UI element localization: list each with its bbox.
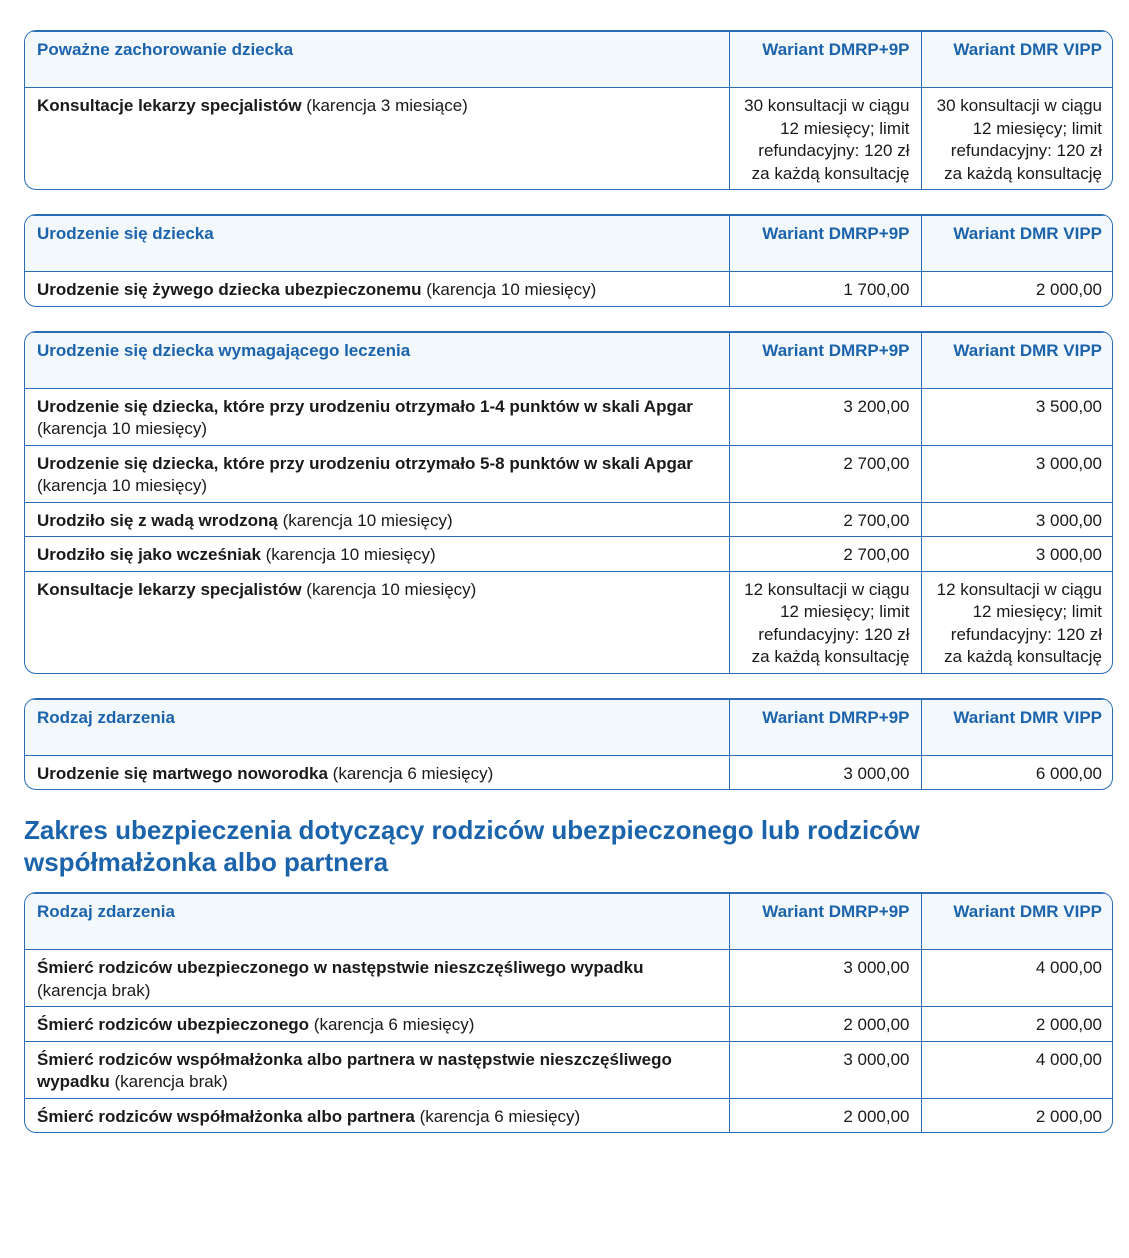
- value-dmrp-9p: 3 000,00: [728, 949, 921, 1007]
- value-dmrp-9p: 2 700,00: [728, 444, 921, 502]
- table-row: Śmierć rodziców ubezpieczonego (karencja…: [25, 1006, 1112, 1041]
- value-dmrp-9p: 2 000,00: [728, 1006, 921, 1041]
- value-dmr-vipp: 3 000,00: [920, 444, 1112, 502]
- value-dmr-vipp: 6 000,00: [920, 754, 1112, 789]
- event-name: Śmierć rodziców współmałżonka albo partn…: [37, 1106, 415, 1126]
- value-dmr-vipp: 4 000,00: [920, 1040, 1112, 1098]
- event-name: Śmierć rodziców współmałżonka albo partn…: [37, 1049, 672, 1092]
- coverage-table: Urodzenie się dziecka Wariant DMRP+9P Wari…: [24, 214, 1113, 307]
- event-name: Urodzenie się dziecka, które przy urodze…: [37, 396, 693, 416]
- event-name: Śmierć rodziców ubezpieczonego: [37, 1015, 310, 1034]
- table-row: Śmierć rodziców ubezpieczonego w następs…: [25, 949, 1112, 1007]
- event-column-header: Rodzaj zdarzenia: [25, 893, 729, 950]
- event-cell: Urodzenie się żywego dziecka ubezpieczon…: [25, 271, 729, 306]
- waiting-period: (karencja 10 miesięcy): [421, 280, 597, 299]
- event-column-header: Rodzaj zdarzenia: [25, 698, 729, 755]
- variant-column-header: Wariant DMRP+9P: [728, 215, 921, 272]
- value-dmrp-9p: 2 700,00: [728, 536, 921, 571]
- event-name: Urodzenie się martwego noworodka: [37, 763, 328, 783]
- value-dmr-vipp: 12 konsultacji w ciągu 12 miesięcy; limi…: [920, 570, 1112, 673]
- event-name: Urodziło się z wadą wrodzoną: [37, 510, 278, 530]
- event-cell: Śmierć rodziców ubezpieczonego w następs…: [25, 949, 729, 1007]
- waiting-period: (karencja brak): [37, 980, 151, 1000]
- value-dmrp-9p: 3 200,00: [728, 387, 921, 445]
- value-dmrp-9p: 2 700,00: [728, 501, 921, 537]
- table-row: Konsultacje lekarzy specjalistów (karenc…: [25, 87, 1112, 189]
- table-header-row: Urodzenie się dziecka Wariant DMRP+9P Wari…: [25, 215, 1112, 272]
- value-dmr-vipp: 30 konsultacji w ciągu 12 miesięcy; limi…: [920, 87, 1112, 189]
- coverage-table: Rodzaj zdarzenia Wariant DMRP+9P Wariant D…: [24, 892, 1113, 1133]
- coverage-table: Rodzaj zdarzenia Wariant DMRP+9P Wariant D…: [24, 697, 1113, 790]
- value-dmr-vipp: 2 000,00: [920, 1097, 1112, 1132]
- event-name: Urodziło się jako wcześniak: [37, 545, 261, 564]
- variant-column-header: Wariant DMR VIPP: [920, 215, 1112, 272]
- event-name: Urodzenie się dziecka, które przy urodze…: [37, 453, 693, 473]
- value-dmrp-9p: 2 000,00: [728, 1097, 921, 1132]
- table-row: Śmierć rodziców współmałżonka albo partn…: [25, 1040, 1112, 1098]
- event-column-header: Urodzenie się dziecka: [25, 215, 729, 272]
- document: Poważne zachorowanie dziecka Wariant DMRP…: [24, 30, 1113, 1157]
- value-dmr-vipp: 3 000,00: [920, 536, 1112, 571]
- variant-column-header: Wariant DMRP+9P: [728, 331, 921, 388]
- event-column-header: Poważne zachorowanie dziecka: [25, 31, 729, 88]
- variant-column-header: Wariant DMRP+9P: [728, 698, 921, 755]
- section-heading: Zakres ubezpieczenia dotyczący rodziców …: [24, 815, 920, 877]
- event-cell: Śmierć rodziców współmałżonka albo partn…: [25, 1097, 729, 1132]
- waiting-period: (karencja 10 miesięcy): [37, 476, 208, 495]
- waiting-period: (karencja brak): [109, 1072, 228, 1091]
- table-row: Urodziło się jako wcześniak (karencja 10…: [25, 536, 1112, 571]
- waiting-period: (karencja 10 miesięcy): [37, 419, 208, 438]
- waiting-period: (karencja 6 miesięcy): [309, 1015, 475, 1034]
- variant-column-header: Wariant DMRP+9P: [728, 31, 921, 88]
- event-cell: Urodziło się z wadą wrodzoną (karencja 1…: [25, 501, 729, 537]
- event-name: Śmierć rodziców ubezpieczonego w następs…: [37, 958, 644, 977]
- value-dmr-vipp: 2 000,00: [920, 1006, 1112, 1041]
- event-cell: Śmierć rodziców ubezpieczonego (karencja…: [25, 1006, 729, 1041]
- event-name: Konsultacje lekarzy specjalistów: [37, 579, 302, 599]
- event-name: Konsultacje lekarzy specjalistów: [37, 96, 302, 115]
- value-dmr-vipp: 3 500,00: [920, 387, 1112, 445]
- table-row: Konsultacje lekarzy specjalistów (karenc…: [25, 570, 1112, 673]
- event-cell: Konsultacje lekarzy specjalistów (karenc…: [25, 87, 729, 189]
- waiting-period: (karencja 6 miesięcy): [327, 763, 494, 783]
- event-cell: Konsultacje lekarzy specjalistów (karenc…: [25, 570, 729, 673]
- table-row: Śmierć rodziców współmałżonka albo partn…: [25, 1097, 1112, 1132]
- event-column-header: Urodzenie się dziecka wymagającego lecze…: [25, 331, 729, 388]
- table-header-row: Rodzaj zdarzenia Wariant DMRP+9P Wariant D…: [25, 893, 1112, 950]
- waiting-period: (karencja 6 miesięcy): [414, 1106, 581, 1126]
- coverage-table: Poważne zachorowanie dziecka Wariant DMRP…: [24, 30, 1113, 190]
- value-dmrp-9p: 1 700,00: [728, 271, 921, 306]
- variant-column-header: Wariant DMR VIPP: [920, 331, 1112, 388]
- waiting-period: (karencja 10 miesięcy): [277, 510, 453, 530]
- variant-column-header: Wariant DMRP+9P: [728, 893, 921, 950]
- value-dmrp-9p: 3 000,00: [728, 1040, 921, 1098]
- variant-column-header: Wariant DMR VIPP: [920, 31, 1112, 88]
- table-row: Urodzenie się martwego noworodka (karenc…: [25, 754, 1112, 789]
- table-header-row: Poważne zachorowanie dziecka Wariant DMRP…: [25, 31, 1112, 88]
- waiting-period: (karencja 10 miesięcy): [260, 545, 436, 564]
- variant-column-header: Wariant DMR VIPP: [920, 698, 1112, 755]
- table-row: Urodzenie się żywego dziecka ubezpieczon…: [25, 271, 1112, 306]
- value-dmr-vipp: 2 000,00: [920, 271, 1112, 306]
- value-dmr-vipp: 3 000,00: [920, 501, 1112, 537]
- table-row: Urodziło się z wadą wrodzoną (karencja 1…: [25, 501, 1112, 537]
- waiting-period: (karencja 3 miesiące): [301, 96, 468, 115]
- value-dmrp-9p: 30 konsultacji w ciągu 12 miesięcy; limi…: [728, 87, 921, 189]
- value-dmrp-9p: 12 konsultacji w ciągu 12 miesięcy; limi…: [728, 570, 921, 673]
- waiting-period: (karencja 10 miesięcy): [301, 579, 477, 599]
- value-dmrp-9p: 3 000,00: [728, 754, 921, 789]
- value-dmr-vipp: 4 000,00: [920, 949, 1112, 1007]
- table-header-row: Rodzaj zdarzenia Wariant DMRP+9P Wariant D…: [25, 698, 1112, 755]
- event-cell: Urodzenie się dziecka, które przy urodze…: [25, 444, 729, 502]
- coverage-table: Urodzenie się dziecka wymagającego lecze…: [24, 330, 1113, 674]
- event-cell: Śmierć rodziców współmałżonka albo partn…: [25, 1040, 729, 1098]
- table-row: Urodzenie się dziecka, które przy urodze…: [25, 444, 1112, 502]
- variant-column-header: Wariant DMR VIPP: [920, 893, 1112, 950]
- event-cell: Urodziło się jako wcześniak (karencja 10…: [25, 536, 729, 571]
- event-name: Urodzenie się żywego dziecka ubezpieczon…: [37, 280, 422, 299]
- table-row: Urodzenie się dziecka, które przy urodze…: [25, 387, 1112, 445]
- event-cell: Urodzenie się dziecka, które przy urodze…: [25, 387, 729, 445]
- event-cell: Urodzenie się martwego noworodka (karenc…: [25, 754, 729, 789]
- table-header-row: Urodzenie się dziecka wymagającego lecze…: [25, 331, 1112, 388]
